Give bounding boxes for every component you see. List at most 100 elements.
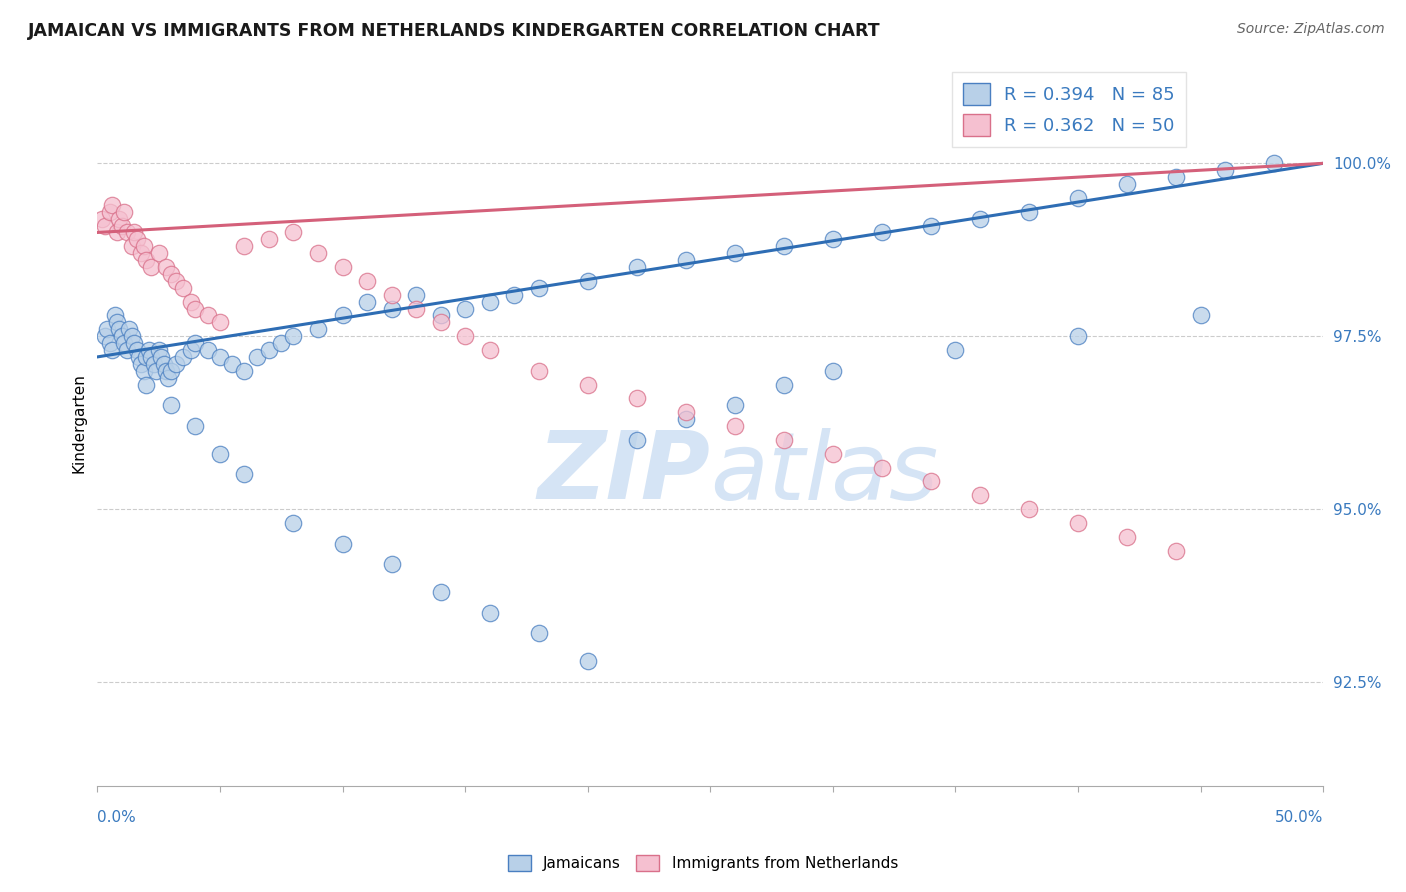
Point [724, 246, 747, 260]
Point [478, 294, 501, 309]
Legend: Jamaicans, Immigrants from Netherlands: Jamaicans, Immigrants from Netherlands [502, 849, 904, 877]
Point [150, 350, 173, 364]
Point [96, 322, 118, 336]
Point [125, 343, 148, 357]
Text: Source: ZipAtlas.com: Source: ZipAtlas.com [1237, 22, 1385, 37]
Point [157, 370, 180, 384]
Text: 50.0%: 50.0% [1275, 810, 1323, 825]
Point [1018, 502, 1040, 516]
Point [356, 294, 378, 309]
Point [155, 260, 177, 274]
Text: atlas: atlas [710, 428, 939, 519]
Point [576, 274, 599, 288]
Point [821, 447, 844, 461]
Point [429, 309, 451, 323]
Point [160, 398, 183, 412]
Point [91, 211, 114, 226]
Y-axis label: Kindergarten: Kindergarten [72, 373, 86, 473]
Point [135, 350, 157, 364]
Point [945, 343, 967, 357]
Point [1213, 163, 1236, 178]
Point [1166, 170, 1188, 185]
Point [145, 364, 167, 378]
Point [160, 364, 183, 378]
Point [197, 343, 219, 357]
Point [969, 211, 991, 226]
Point [105, 226, 128, 240]
Point [626, 260, 648, 274]
Point [257, 343, 280, 357]
Point [283, 329, 305, 343]
Point [270, 336, 292, 351]
Point [1067, 516, 1090, 530]
Point [184, 301, 207, 316]
Point [208, 315, 231, 329]
Point [172, 281, 194, 295]
Point [135, 253, 157, 268]
Point [381, 301, 404, 316]
Point [98, 336, 121, 351]
Point [478, 343, 501, 357]
Point [121, 239, 143, 253]
Point [112, 336, 135, 351]
Point [405, 287, 427, 301]
Point [172, 350, 194, 364]
Point [103, 309, 125, 323]
Point [478, 606, 501, 620]
Point [108, 211, 131, 226]
Point [1189, 309, 1212, 323]
Point [132, 239, 155, 253]
Point [1116, 530, 1139, 544]
Point [454, 329, 477, 343]
Point [246, 350, 269, 364]
Point [626, 433, 648, 447]
Point [132, 364, 155, 378]
Point [101, 343, 124, 357]
Point [724, 398, 747, 412]
Point [773, 377, 796, 392]
Point [283, 516, 305, 530]
Point [1067, 329, 1090, 343]
Point [969, 488, 991, 502]
Point [111, 329, 134, 343]
Point [184, 336, 207, 351]
Point [675, 412, 697, 426]
Point [128, 350, 150, 364]
Point [138, 343, 160, 357]
Point [675, 253, 697, 268]
Legend: R = 0.394   N = 85, R = 0.362   N = 50: R = 0.394 N = 85, R = 0.362 N = 50 [952, 72, 1185, 147]
Point [141, 260, 163, 274]
Point [221, 357, 243, 371]
Point [233, 239, 256, 253]
Point [125, 232, 148, 246]
Point [141, 350, 163, 364]
Point [121, 329, 143, 343]
Point [576, 377, 599, 392]
Text: 0.0%: 0.0% [97, 810, 136, 825]
Text: ZIP: ZIP [537, 427, 710, 519]
Point [165, 274, 187, 288]
Point [165, 357, 187, 371]
Point [283, 226, 305, 240]
Point [118, 322, 141, 336]
Point [527, 364, 550, 378]
Point [405, 301, 427, 316]
Point [160, 267, 183, 281]
Point [576, 654, 599, 668]
Text: JAMAICAN VS IMMIGRANTS FROM NETHERLANDS KINDERGARTEN CORRELATION CHART: JAMAICAN VS IMMIGRANTS FROM NETHERLANDS … [28, 22, 880, 40]
Point [257, 232, 280, 246]
Point [626, 392, 648, 406]
Point [773, 239, 796, 253]
Point [381, 287, 404, 301]
Point [870, 460, 893, 475]
Point [98, 204, 121, 219]
Point [131, 357, 153, 371]
Point [93, 219, 115, 233]
Point [208, 447, 231, 461]
Point [233, 364, 256, 378]
Point [381, 558, 404, 572]
Point [503, 287, 526, 301]
Point [724, 419, 747, 434]
Point [115, 343, 138, 357]
Point [155, 364, 177, 378]
